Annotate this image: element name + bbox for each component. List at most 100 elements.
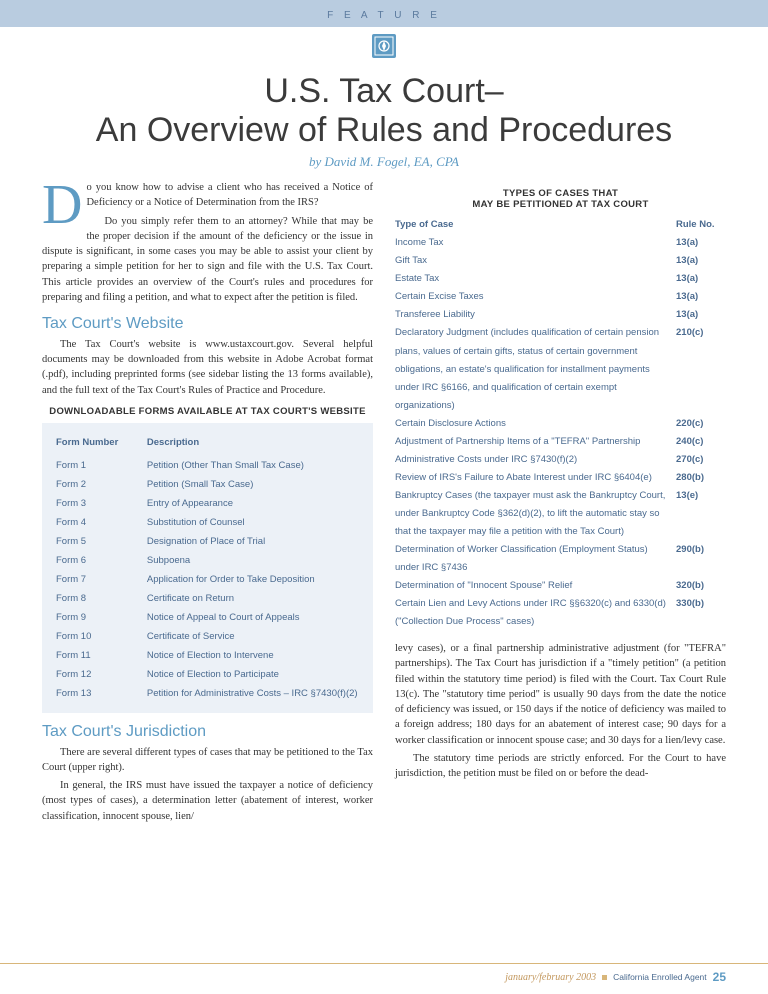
rule-no: 220(c) bbox=[676, 415, 726, 433]
form-number: Form 11 bbox=[56, 646, 147, 665]
rule-no: 13(a) bbox=[676, 270, 726, 288]
forms-table: Form Number Description Form 1Petition (… bbox=[42, 423, 373, 713]
table-row: Form 2Petition (Small Tax Case) bbox=[56, 475, 359, 494]
case-type: Certain Lien and Levy Actions under IRC … bbox=[395, 595, 676, 631]
types-table: Type of Case Rule No. Income Tax13(a) Gi… bbox=[395, 216, 726, 631]
form-number: Form 7 bbox=[56, 570, 147, 589]
form-desc: Substitution of Counsel bbox=[147, 513, 359, 532]
byline: by David M. Fogel, EA, CPA bbox=[0, 154, 768, 170]
form-number: Form 1 bbox=[56, 456, 147, 475]
page-footer: january/february 2003 California Enrolle… bbox=[0, 963, 768, 984]
right-column: TYPES OF CASES THAT MAY BE PETITIONED AT… bbox=[395, 180, 726, 827]
table-row: Form 3Entry of Appearance bbox=[56, 494, 359, 513]
website-text: The Tax Court's website is www.ustaxcour… bbox=[42, 337, 373, 398]
case-type: Review of IRS's Failure to Abate Interes… bbox=[395, 469, 676, 487]
table-row: Certain Disclosure Actions220(c) bbox=[395, 415, 726, 433]
intro-p1: o you know how to advise a client who ha… bbox=[42, 180, 373, 210]
table-row: Income Tax13(a) bbox=[395, 234, 726, 252]
form-desc: Petition (Other Than Small Tax Case) bbox=[147, 456, 359, 475]
form-desc: Petition for Administrative Costs – IRC … bbox=[147, 684, 359, 703]
rule-no: 13(a) bbox=[676, 234, 726, 252]
form-number: Form 13 bbox=[56, 684, 147, 703]
table-row: Bankruptcy Cases (the taxpayer must ask … bbox=[395, 487, 726, 541]
jurisdiction-heading: Tax Court's Jurisdiction bbox=[42, 723, 373, 741]
title-line1: U.S. Tax Court– bbox=[264, 72, 503, 110]
case-type: Income Tax bbox=[395, 234, 676, 252]
table-row: Form 4Substitution of Counsel bbox=[56, 513, 359, 532]
form-desc: Notice of Election to Intervene bbox=[147, 646, 359, 665]
form-desc: Notice of Appeal to Court of Appeals bbox=[147, 608, 359, 627]
jurisdiction-text: There are several different types of cas… bbox=[42, 745, 373, 824]
case-type: Determination of Worker Classification (… bbox=[395, 541, 676, 577]
form-number: Form 8 bbox=[56, 589, 147, 608]
forms-col-desc: Description bbox=[147, 433, 359, 456]
article-title: U.S. Tax Court– An Overview of Rules and… bbox=[40, 72, 728, 150]
footer-journal: California Enrolled Agent bbox=[613, 972, 707, 982]
form-number: Form 6 bbox=[56, 551, 147, 570]
rule-no: 280(b) bbox=[676, 469, 726, 487]
table-row: Form 12Notice of Election to Participate bbox=[56, 665, 359, 684]
content-columns: D o you know how to advise a client who … bbox=[0, 180, 768, 827]
form-number: Form 5 bbox=[56, 532, 147, 551]
rule-no: 330(b) bbox=[676, 595, 726, 631]
rule-no: 13(e) bbox=[676, 487, 726, 541]
table-row: Administrative Costs under IRC §7430(f)(… bbox=[395, 451, 726, 469]
intro-text: D o you know how to advise a client who … bbox=[42, 180, 373, 305]
types-col-rule: Rule No. bbox=[676, 216, 726, 234]
table-row: Declaratory Judgment (includes qualifica… bbox=[395, 324, 726, 414]
rule-no: 210(c) bbox=[676, 324, 726, 414]
table-row: Review of IRS's Failure to Abate Interes… bbox=[395, 469, 726, 487]
rule-no: 13(a) bbox=[676, 306, 726, 324]
form-desc: Application for Order to Take Deposition bbox=[147, 570, 359, 589]
table-row: Adjustment of Partnership Items of a "TE… bbox=[395, 433, 726, 451]
table-row: Certain Lien and Levy Actions under IRC … bbox=[395, 595, 726, 631]
left-column: D o you know how to advise a client who … bbox=[42, 180, 373, 827]
case-type: Adjustment of Partnership Items of a "TE… bbox=[395, 433, 676, 451]
form-desc: Subpoena bbox=[147, 551, 359, 570]
jurisdiction-p2: In general, the IRS must have issued the… bbox=[42, 778, 373, 824]
form-number: Form 4 bbox=[56, 513, 147, 532]
rule-no: 290(b) bbox=[676, 541, 726, 577]
form-number: Form 9 bbox=[56, 608, 147, 627]
header-kicker: F E A T U R E bbox=[0, 0, 768, 27]
form-desc: Entry of Appearance bbox=[147, 494, 359, 513]
table-row: Form 10Certificate of Service bbox=[56, 627, 359, 646]
types-title-l1: TYPES OF CASES THAT bbox=[503, 188, 618, 199]
table-row: Estate Tax13(a) bbox=[395, 270, 726, 288]
footer-issue: january/february 2003 bbox=[505, 972, 596, 983]
form-desc: Notice of Election to Participate bbox=[147, 665, 359, 684]
case-type: Administrative Costs under IRC §7430(f)(… bbox=[395, 451, 676, 469]
website-p1: The Tax Court's website is www.ustaxcour… bbox=[42, 337, 373, 398]
case-type: Certain Disclosure Actions bbox=[395, 415, 676, 433]
rule-no: 320(b) bbox=[676, 577, 726, 595]
rule-no: 13(a) bbox=[676, 288, 726, 306]
case-type: Gift Tax bbox=[395, 252, 676, 270]
ornament-icon bbox=[0, 33, 768, 64]
table-row: Form 13Petition for Administrative Costs… bbox=[56, 684, 359, 703]
case-type: Estate Tax bbox=[395, 270, 676, 288]
rule-no: 13(a) bbox=[676, 252, 726, 270]
intro-p2: Do you simply refer them to an attorney?… bbox=[42, 214, 373, 305]
form-desc: Designation of Place of Trial bbox=[147, 532, 359, 551]
dropcap: D bbox=[42, 182, 82, 230]
forms-col-number: Form Number bbox=[56, 433, 147, 456]
form-number: Form 12 bbox=[56, 665, 147, 684]
table-row: Determination of Worker Classification (… bbox=[395, 541, 726, 577]
footer-bullet-icon bbox=[602, 975, 607, 980]
case-type: Bankruptcy Cases (the taxpayer must ask … bbox=[395, 487, 676, 541]
case-type: Determination of "Innocent Spouse" Relie… bbox=[395, 577, 676, 595]
form-number: Form 3 bbox=[56, 494, 147, 513]
form-number: Form 2 bbox=[56, 475, 147, 494]
rule-no: 240(c) bbox=[676, 433, 726, 451]
types-box-title: TYPES OF CASES THAT MAY BE PETITIONED AT… bbox=[395, 188, 726, 210]
website-heading: Tax Court's Website bbox=[42, 315, 373, 333]
types-title-l2: MAY BE PETITIONED AT TAX COURT bbox=[472, 199, 648, 210]
table-row: Form 11Notice of Election to Intervene bbox=[56, 646, 359, 665]
form-desc: Certificate of Service bbox=[147, 627, 359, 646]
table-row: Form 8Certificate on Return bbox=[56, 589, 359, 608]
case-type: Transferee Liability bbox=[395, 306, 676, 324]
form-desc: Petition (Small Tax Case) bbox=[147, 475, 359, 494]
right-p1: levy cases), or a final partnership admi… bbox=[395, 641, 726, 748]
case-type: Declaratory Judgment (includes qualifica… bbox=[395, 324, 676, 414]
form-number: Form 10 bbox=[56, 627, 147, 646]
